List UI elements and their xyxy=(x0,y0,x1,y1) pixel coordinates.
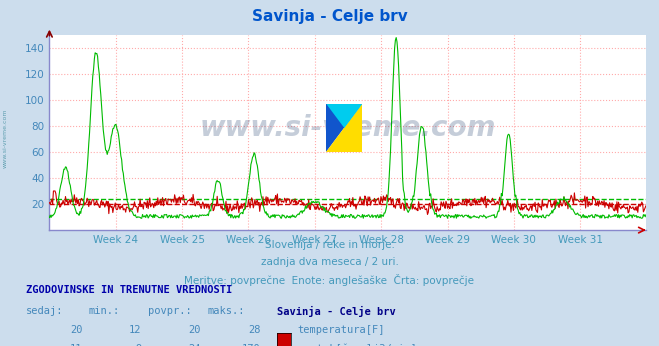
Text: zadnja dva meseca / 2 uri.: zadnja dva meseca / 2 uri. xyxy=(260,257,399,267)
Text: www.si-vreme.com: www.si-vreme.com xyxy=(200,115,496,143)
Polygon shape xyxy=(326,104,362,128)
Text: Savinja - Celje brv: Savinja - Celje brv xyxy=(277,306,395,317)
Text: Slovenija / reke in morje.: Slovenija / reke in morje. xyxy=(264,240,395,251)
Text: povpr.:: povpr.: xyxy=(148,306,192,316)
Text: 20: 20 xyxy=(70,325,82,335)
Text: www.si-vreme.com: www.si-vreme.com xyxy=(3,109,8,168)
Text: 12: 12 xyxy=(129,325,142,335)
Text: 28: 28 xyxy=(248,325,260,335)
Text: maks.:: maks.: xyxy=(208,306,245,316)
Text: 170: 170 xyxy=(242,344,260,346)
Text: min.:: min.: xyxy=(89,306,120,316)
Text: temperatura[F]: temperatura[F] xyxy=(298,325,386,335)
Polygon shape xyxy=(326,104,362,152)
Text: pretok[čevelj3/min]: pretok[čevelj3/min] xyxy=(298,344,416,346)
Text: 9: 9 xyxy=(136,344,142,346)
Text: 11: 11 xyxy=(70,344,82,346)
Text: ZGODOVINSKE IN TRENUTNE VREDNOSTI: ZGODOVINSKE IN TRENUTNE VREDNOSTI xyxy=(26,285,233,295)
Text: sedaj:: sedaj: xyxy=(26,306,64,316)
Text: Meritve: povprečne  Enote: anglešaške  Črta: povprečje: Meritve: povprečne Enote: anglešaške Črt… xyxy=(185,274,474,286)
Polygon shape xyxy=(326,104,362,152)
Text: 24: 24 xyxy=(188,344,201,346)
Text: Savinja - Celje brv: Savinja - Celje brv xyxy=(252,9,407,24)
Text: 20: 20 xyxy=(188,325,201,335)
